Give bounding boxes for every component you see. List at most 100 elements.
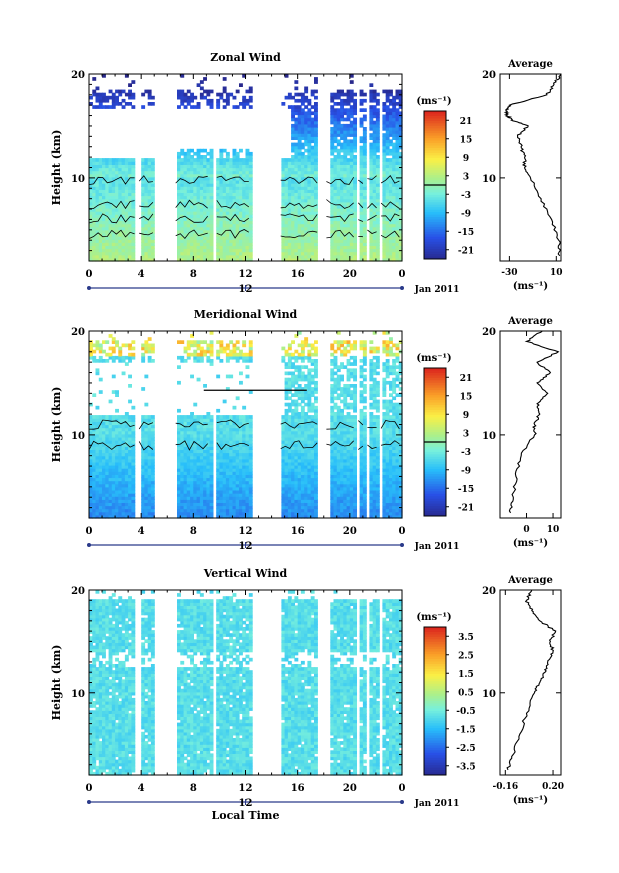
- heatmap-cell: [392, 95, 397, 100]
- heatmap-cell: [362, 114, 367, 119]
- heatmap-cell: [287, 496, 292, 500]
- heatmap-cell: [196, 214, 201, 218]
- heatmap-cell: [102, 505, 106, 510]
- heatmap-cell: [216, 502, 221, 507]
- heatmap-cell: [291, 233, 295, 237]
- heatmap-cell: [395, 248, 400, 253]
- heatmap-cell: [389, 186, 393, 190]
- heatmap-cell: [297, 198, 302, 203]
- heatmap-cell: [92, 198, 97, 203]
- heatmap-cell: [300, 120, 305, 125]
- heatmap-cell: [216, 102, 221, 106]
- heatmap-cell: [141, 180, 146, 184]
- heatmap-cell: [105, 505, 110, 510]
- heatmap-cell: [118, 496, 123, 500]
- heatmap-cell: [287, 161, 292, 165]
- heatmap-cell: [229, 195, 234, 200]
- heatmap-cell: [281, 214, 286, 218]
- heatmap-cell: [95, 223, 100, 228]
- heatmap-cell: [225, 151, 230, 156]
- heatmap-cell: [307, 111, 312, 116]
- heatmap-cell: [232, 480, 237, 485]
- heatmap-cell: [232, 254, 237, 259]
- heatmap-cell: [248, 496, 253, 500]
- heatmap-cell: [375, 139, 380, 144]
- heatmap-cell: [193, 211, 198, 215]
- heatmap-cell: [190, 173, 194, 178]
- heatmap-cell: [216, 98, 221, 103]
- heatmap-cell: [287, 437, 292, 441]
- heatmap-cell: [232, 433, 237, 438]
- heatmap-cell: [314, 233, 318, 237]
- heatmap-cell: [219, 340, 224, 344]
- heatmap-cell: [362, 211, 367, 215]
- heatmap-cell: [216, 180, 221, 184]
- heatmap-cell: [147, 242, 152, 246]
- heatmap-cell: [307, 214, 312, 218]
- heatmap-cell: [141, 176, 146, 181]
- heatmap-cell: [147, 239, 152, 243]
- heatmap-cell: [111, 192, 116, 197]
- heatmap-cell: [183, 349, 188, 354]
- heatmap-cell: [242, 223, 247, 228]
- heatmap-cell: [203, 189, 207, 193]
- heatmap-cell: [362, 133, 367, 137]
- heatmap-cell: [310, 120, 315, 125]
- heatmap-cell: [186, 493, 191, 497]
- heatmap-cell: [398, 114, 403, 119]
- heatmap-cell: [300, 251, 305, 256]
- heatmap-cell: [89, 251, 93, 256]
- heatmap-cell: [291, 371, 295, 376]
- heatmap-cell: [177, 214, 181, 218]
- heatmap-cell: [362, 254, 367, 259]
- heatmap-cell: [190, 496, 194, 500]
- heatmap-cell: [314, 133, 318, 137]
- heatmap-cell: [92, 208, 97, 212]
- heatmap-cell: [95, 195, 100, 200]
- heatmap-cell: [284, 352, 289, 357]
- heatmap-cell: [235, 254, 240, 259]
- heatmap-cell: [294, 211, 299, 215]
- heatmap-cell: [196, 251, 201, 256]
- heatmap-cell: [225, 161, 230, 165]
- heatmap-cell: [131, 161, 136, 165]
- heatmap-cell: [330, 167, 335, 172]
- heatmap-cell: [108, 223, 113, 228]
- heatmap-cell: [349, 167, 354, 172]
- heatmap-cell: [89, 211, 93, 215]
- heatmap-cell: [284, 189, 289, 193]
- heatmap-cell: [359, 123, 364, 128]
- heatmap-cell: [108, 242, 113, 246]
- heatmap-cell: [232, 155, 237, 159]
- heatmap-cell: [239, 455, 243, 460]
- heatmap-cell: [287, 499, 292, 503]
- heatmap-cell: [115, 195, 119, 200]
- heatmap-cell: [375, 214, 380, 218]
- heatmap-cell: [105, 477, 110, 482]
- heatmap-cell: [193, 239, 198, 243]
- heatmap-cell: [392, 105, 397, 109]
- heatmap-cell: [229, 446, 234, 450]
- heatmap-cell: [349, 208, 354, 212]
- heatmap-cell: [150, 239, 155, 243]
- heatmap-cell: [219, 229, 224, 234]
- heatmap-cell: [375, 208, 380, 212]
- heatmap-cell: [389, 198, 393, 203]
- heatmap-cell: [235, 421, 240, 426]
- heatmap-cell: [359, 173, 364, 178]
- heatmap-cell: [369, 142, 374, 147]
- heatmap-cell: [248, 233, 253, 237]
- heatmap-cell: [307, 195, 312, 200]
- heatmap-cell: [235, 461, 240, 466]
- heatmap-cell: [235, 415, 240, 419]
- heatmap-cell: [346, 176, 351, 181]
- heatmap-cell: [235, 186, 240, 190]
- heatmap-cell: [216, 223, 221, 228]
- heatmap-cell: [248, 161, 253, 165]
- heatmap-cell: [219, 359, 224, 363]
- heatmap-cell: [362, 136, 367, 140]
- heatmap-cell: [235, 248, 240, 253]
- heatmap-cell: [372, 176, 377, 181]
- heatmap-cell: [219, 508, 224, 513]
- heatmap-cell: [242, 455, 247, 460]
